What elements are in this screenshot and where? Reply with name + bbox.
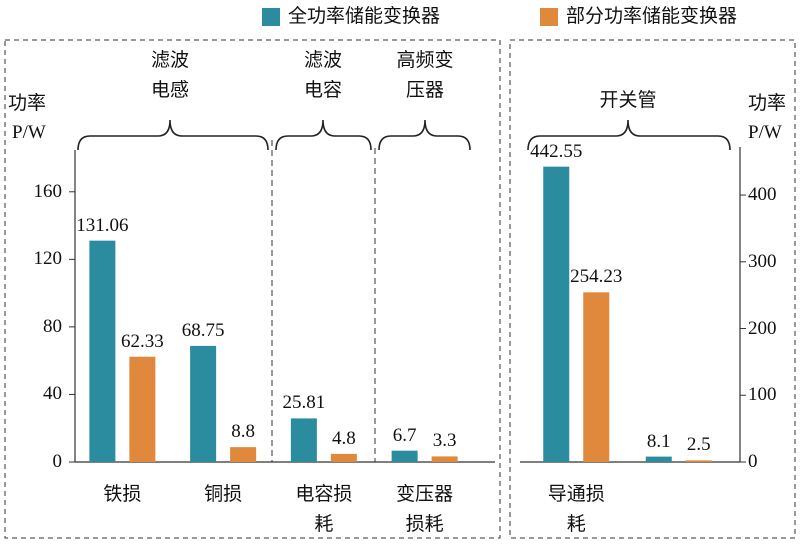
bar — [645, 456, 672, 462]
bar — [330, 453, 357, 462]
y-tick-label: 120 — [33, 248, 63, 270]
x-tick-label: 电容损耗 — [295, 484, 353, 535]
y-tick-label: 400 — [748, 184, 777, 206]
y-tick-label: 0 — [52, 451, 63, 472]
x-tick-label: 变压器损耗 — [396, 484, 454, 535]
group-label: 滤波电感 — [150, 50, 189, 101]
legend-swatch — [540, 8, 558, 26]
data-label: 3.3 — [432, 430, 457, 452]
data-label: 6.7 — [392, 424, 417, 446]
data-label: 8.1 — [646, 430, 671, 452]
data-label: 131.06 — [76, 214, 129, 236]
legend-label: 全功率储能变换器 — [288, 6, 441, 27]
y-tick-label: 200 — [748, 317, 777, 339]
group-brace — [275, 119, 372, 151]
data-label: 4.8 — [332, 427, 356, 449]
panel-frame — [4, 39, 501, 539]
bar — [230, 447, 257, 462]
data-label: 68.75 — [181, 319, 225, 341]
data-label: 25.81 — [282, 392, 326, 414]
bar — [543, 166, 570, 462]
y-tick-label: 40 — [43, 383, 62, 405]
y-tick-label: 80 — [43, 315, 62, 337]
legend-label: 部分功率储能变换器 — [566, 6, 738, 27]
x-tick-label: 铜损 — [204, 484, 243, 505]
group-label: 高频变压器 — [396, 50, 454, 101]
y-tick-label: 300 — [748, 250, 777, 272]
group-brace — [527, 119, 731, 151]
y-axis-label: P/W — [12, 122, 46, 143]
y-tick-label: 160 — [33, 180, 63, 202]
data-label: 254.23 — [570, 266, 623, 288]
x-tick-label: 导通损耗 — [547, 484, 605, 535]
group-brace — [77, 119, 269, 151]
panel-frame — [509, 39, 796, 539]
bar — [89, 240, 116, 462]
bar — [129, 356, 156, 462]
data-label: 442.55 — [530, 140, 583, 162]
y-tick-label: 0 — [748, 451, 758, 472]
y-axis-label: 功率 — [8, 93, 47, 114]
bar — [290, 418, 317, 462]
group-label: 开关管 — [599, 90, 657, 111]
data-label: 8.8 — [231, 421, 255, 443]
y-axis-label: P/W — [748, 122, 782, 143]
legend-swatch — [262, 8, 280, 26]
bar — [685, 460, 712, 462]
data-label: 2.5 — [686, 434, 711, 456]
bar — [391, 450, 418, 462]
y-axis-label: 功率 — [748, 93, 787, 114]
bar — [583, 292, 610, 462]
group-brace — [378, 119, 471, 151]
group-label: 滤波电容 — [303, 50, 342, 101]
data-label: 62.33 — [121, 330, 164, 352]
x-tick-label: 铁损 — [103, 484, 142, 505]
bar — [190, 345, 217, 462]
bar — [431, 456, 458, 462]
y-tick-label: 100 — [748, 384, 777, 406]
